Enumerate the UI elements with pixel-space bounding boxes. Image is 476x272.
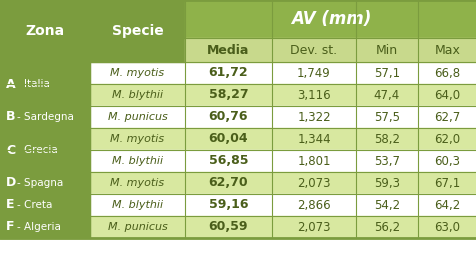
- Bar: [0, 172, 90, 194]
- Text: Media: Media: [207, 44, 249, 57]
- Bar: [185, 0, 476, 38]
- Text: 60,76: 60,76: [208, 110, 248, 123]
- Text: - Grecia: - Grecia: [17, 145, 58, 155]
- Text: Zona: Zona: [25, 24, 64, 38]
- Bar: [0, 62, 90, 106]
- Text: A: A: [6, 78, 16, 91]
- Text: 62,70: 62,70: [208, 177, 248, 190]
- Text: AV (mm): AV (mm): [290, 10, 370, 28]
- Bar: [0, 172, 476, 194]
- Text: 59,3: 59,3: [373, 177, 399, 190]
- Bar: [0, 84, 476, 106]
- Text: 57,1: 57,1: [373, 66, 399, 79]
- Text: 56,85: 56,85: [208, 154, 248, 168]
- Text: F: F: [6, 221, 14, 233]
- Bar: [90, 0, 185, 62]
- Text: 2,866: 2,866: [297, 199, 330, 212]
- Bar: [0, 128, 476, 150]
- Text: 58,27: 58,27: [208, 88, 248, 101]
- Text: M. myotis: M. myotis: [110, 178, 164, 188]
- Bar: [0, 106, 476, 128]
- Text: 1,322: 1,322: [297, 110, 330, 123]
- Text: Max: Max: [434, 44, 459, 57]
- Text: 59,16: 59,16: [208, 199, 248, 212]
- Text: 60,04: 60,04: [208, 132, 248, 146]
- Text: - Creta: - Creta: [17, 200, 52, 210]
- Text: 66,8: 66,8: [434, 66, 460, 79]
- Text: 58,2: 58,2: [373, 132, 399, 146]
- Bar: [0, 0, 90, 62]
- Text: 60,59: 60,59: [208, 221, 248, 233]
- Bar: [0, 0, 476, 238]
- Bar: [0, 62, 476, 84]
- Text: - Sardegna: - Sardegna: [17, 112, 74, 122]
- Text: M. punicus: M. punicus: [108, 222, 167, 232]
- Text: 2,073: 2,073: [297, 221, 330, 233]
- Text: M. myotis: M. myotis: [110, 134, 164, 144]
- Text: Min: Min: [375, 44, 397, 57]
- Text: 64,0: 64,0: [434, 88, 460, 101]
- Text: M. punicus: M. punicus: [108, 112, 167, 122]
- Bar: [0, 216, 476, 238]
- Text: 56,2: 56,2: [373, 221, 399, 233]
- Text: B: B: [6, 110, 15, 123]
- Text: M. myotis: M. myotis: [110, 68, 164, 78]
- Text: M. blythii: M. blythii: [112, 90, 163, 100]
- Bar: [0, 150, 476, 172]
- Bar: [0, 194, 90, 216]
- Text: 62,7: 62,7: [434, 110, 460, 123]
- Text: - Italia: - Italia: [17, 79, 50, 89]
- Text: Specie: Specie: [111, 24, 163, 38]
- Bar: [0, 106, 90, 128]
- Text: 67,1: 67,1: [434, 177, 460, 190]
- Text: M. blythii: M. blythii: [112, 200, 163, 210]
- Text: C: C: [6, 144, 15, 156]
- Bar: [0, 128, 90, 172]
- Bar: [0, 194, 476, 216]
- Text: 1,749: 1,749: [297, 66, 330, 79]
- Text: 63,0: 63,0: [434, 221, 459, 233]
- Text: 54,2: 54,2: [373, 199, 399, 212]
- Bar: [185, 38, 476, 62]
- Text: - Spagna: - Spagna: [17, 178, 63, 188]
- Text: E: E: [6, 199, 14, 212]
- Text: 47,4: 47,4: [373, 88, 399, 101]
- Text: 57,5: 57,5: [373, 110, 399, 123]
- Text: Dev. st.: Dev. st.: [290, 44, 337, 57]
- Text: 1,344: 1,344: [297, 132, 330, 146]
- Bar: [0, 216, 90, 238]
- Text: 2,073: 2,073: [297, 177, 330, 190]
- Text: 62,0: 62,0: [434, 132, 460, 146]
- Text: 60,3: 60,3: [434, 154, 459, 168]
- Text: - Algeria: - Algeria: [17, 222, 61, 232]
- Text: 64,2: 64,2: [434, 199, 460, 212]
- Text: D: D: [6, 177, 16, 190]
- Text: M. blythii: M. blythii: [112, 156, 163, 166]
- Text: 53,7: 53,7: [373, 154, 399, 168]
- Text: 61,72: 61,72: [208, 66, 248, 79]
- Text: 3,116: 3,116: [297, 88, 330, 101]
- Text: 1,801: 1,801: [297, 154, 330, 168]
